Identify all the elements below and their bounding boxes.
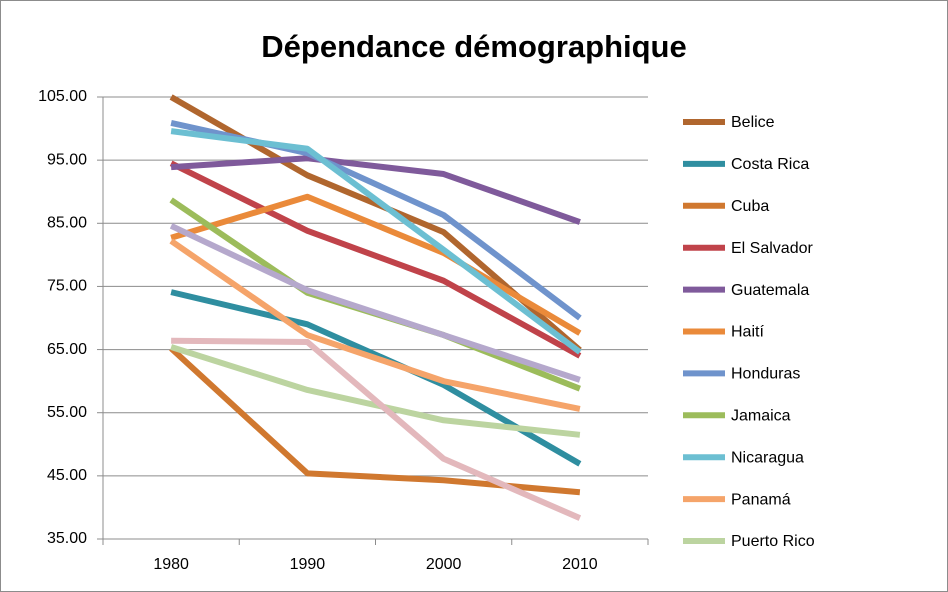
- y-tick-label: 105.00: [38, 88, 87, 105]
- y-tick-label: 95.00: [47, 151, 87, 168]
- series-line: [170, 128, 582, 355]
- legend-label: Nicaragua: [731, 449, 804, 466]
- series-line: [171, 337, 582, 521]
- legend-label: Belice: [731, 114, 775, 131]
- y-tick-label: 65.00: [47, 341, 87, 358]
- series-line: [170, 289, 582, 467]
- legend-label: Guatemala: [731, 282, 809, 299]
- series-line: [169, 223, 581, 383]
- legend-label: Honduras: [731, 366, 800, 383]
- x-tick-label: 1980: [153, 556, 189, 573]
- x-tick-label: 2000: [426, 556, 462, 573]
- y-tick-label: 45.00: [47, 467, 87, 484]
- y-tick-label: 85.00: [47, 215, 87, 232]
- series-line: [169, 160, 582, 359]
- y-tick-label: 55.00: [47, 404, 87, 421]
- series-line: [169, 238, 581, 412]
- y-tick-label: 35.00: [47, 530, 87, 547]
- series-line: [170, 155, 581, 225]
- series-line: [170, 344, 581, 438]
- x-tick-label: 1990: [290, 556, 326, 573]
- legend-label: Jamaica: [731, 408, 791, 425]
- x-tick-label: 2010: [562, 556, 598, 573]
- legend-label: Cuba: [731, 198, 769, 215]
- legend-label: El Salvador: [731, 240, 813, 257]
- legend-label: Costa Rica: [731, 156, 809, 173]
- legend-label: Puerto Rico: [731, 533, 815, 550]
- y-tick-label: 75.00: [47, 278, 87, 295]
- chart-title: Dépendance démographique: [261, 29, 686, 64]
- series-line: [170, 193, 582, 336]
- legend-label: Haití: [731, 324, 764, 341]
- legend-label: Panamá: [731, 491, 791, 508]
